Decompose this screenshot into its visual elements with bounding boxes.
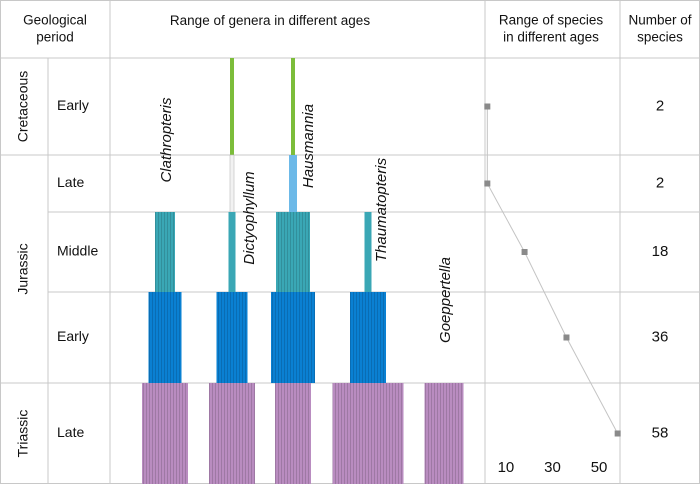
genus-label: Goeppertella [437, 257, 454, 343]
genus-label: Dictyophyllum [241, 171, 258, 264]
age-label: Early [57, 328, 89, 344]
species-point [484, 103, 491, 110]
genus-label: Thaumatopteris [373, 157, 390, 262]
period-label: Cretaceous [15, 71, 31, 143]
hatch [148, 292, 182, 383]
header: Geological period [23, 12, 87, 44]
genus-bar [291, 58, 295, 155]
x-tick-label: 10 [498, 459, 515, 476]
genus-bar [229, 154, 235, 213]
period-label: Triassic [15, 410, 31, 458]
species-point [521, 249, 528, 255]
header-line: Geological [23, 12, 87, 27]
period-label: Jurassic [15, 243, 31, 294]
header-line: Range of genera in different ages [170, 13, 370, 28]
header-line: period [36, 29, 74, 44]
header-line: Number of [628, 12, 691, 27]
species-point [563, 334, 570, 341]
species-number: 2 [656, 174, 664, 191]
species-number: 58 [652, 424, 669, 441]
hatch [276, 212, 310, 292]
hatch [142, 383, 188, 484]
header-line: species [637, 29, 683, 44]
species-point [484, 180, 491, 187]
species-line [486, 106, 619, 434]
hatch [216, 292, 248, 383]
header: Range of genera in different ages [170, 13, 370, 28]
genus-bar [364, 212, 372, 292]
header-line: Range of species [499, 12, 604, 27]
species-point [614, 430, 621, 437]
header-line: in different ages [503, 29, 599, 44]
hatch [209, 383, 255, 484]
x-tick-label: 30 [544, 459, 561, 476]
header: Number of species [628, 12, 691, 44]
header: Range of species in different ages [499, 12, 604, 44]
species-number: 18 [652, 243, 669, 260]
genus-bar [230, 58, 234, 155]
hatch [271, 292, 315, 383]
age-label: Early [57, 97, 89, 113]
species-number: 2 [656, 97, 664, 114]
genus-label: Hausmannia [300, 104, 317, 188]
x-tick-label: 50 [591, 459, 608, 476]
genus-label: Clathropteris [158, 97, 175, 183]
hatch [332, 383, 404, 484]
genus-bar [228, 212, 236, 292]
age-label: Late [57, 424, 84, 440]
species-number: 36 [652, 328, 669, 345]
hatch [424, 383, 464, 484]
age-label: Middle [57, 243, 98, 259]
age-label: Late [57, 174, 84, 190]
hatch [350, 292, 386, 383]
hatch [275, 383, 311, 484]
genus-bar [289, 155, 297, 212]
hatch [155, 212, 175, 292]
